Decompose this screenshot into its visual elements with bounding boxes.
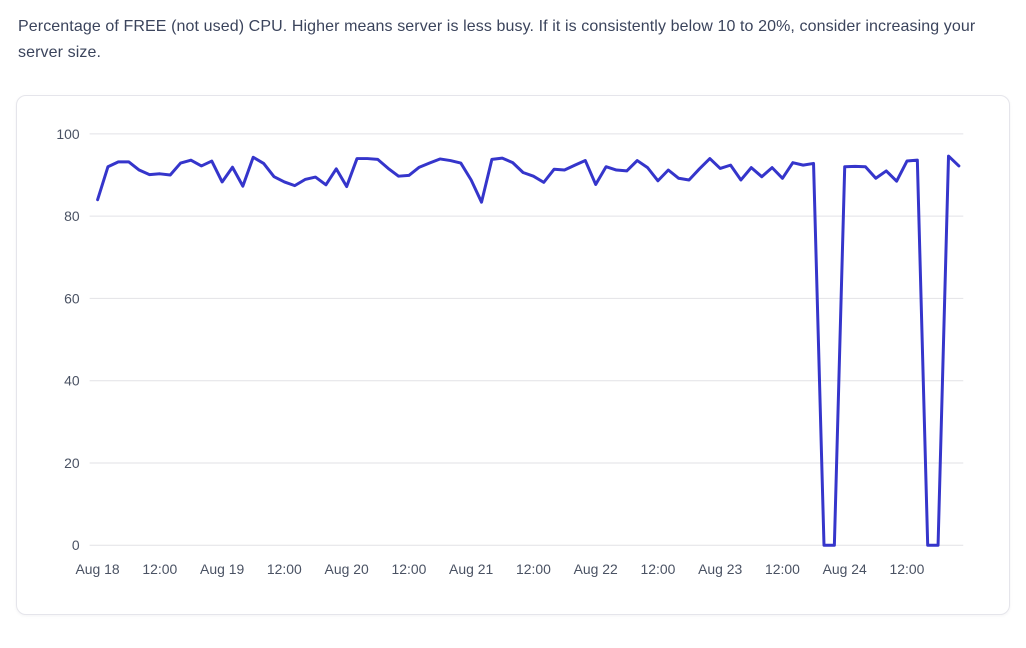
y-tick-label: 20 xyxy=(64,455,80,471)
x-tick-label: Aug 19 xyxy=(200,561,244,577)
x-tick-label: 12:00 xyxy=(391,561,426,577)
page: Percentage of FREE (not used) CPU. Highe… xyxy=(0,14,1026,615)
chart-description: Percentage of FREE (not used) CPU. Highe… xyxy=(18,18,976,61)
x-tick-label: 12:00 xyxy=(142,561,177,577)
y-tick-label: 80 xyxy=(64,208,80,224)
x-tick-label: Aug 18 xyxy=(76,561,120,577)
x-tick-label: Aug 21 xyxy=(449,561,493,577)
x-tick-label: 12:00 xyxy=(267,561,302,577)
x-tick-label: 12:00 xyxy=(765,561,800,577)
x-tick-label: Aug 23 xyxy=(698,561,742,577)
free-cpu-line-series xyxy=(96,154,961,547)
cpu-free-chart[interactable]: 100 80 60 40 20 0 Aug 18 12:00 Aug 19 12:00 Aug 20… xyxy=(17,96,1009,614)
y-tick-label: 40 xyxy=(64,373,80,389)
y-tick-label: 60 xyxy=(64,290,80,306)
y-tick-label: 100 xyxy=(56,126,80,142)
y-tick-label: 0 xyxy=(72,537,80,553)
x-tick-label: Aug 22 xyxy=(574,561,618,577)
x-tick-label: Aug 24 xyxy=(823,561,867,577)
x-tick-label: 12:00 xyxy=(640,561,675,577)
x-tick-label: 12:00 xyxy=(890,561,925,577)
chart-card: 100 80 60 40 20 0 Aug 18 12:00 Aug 19 12:00 Aug 20… xyxy=(16,95,1010,615)
x-tick-label: 12:00 xyxy=(516,561,551,577)
x-tick-label: Aug 20 xyxy=(325,561,369,577)
